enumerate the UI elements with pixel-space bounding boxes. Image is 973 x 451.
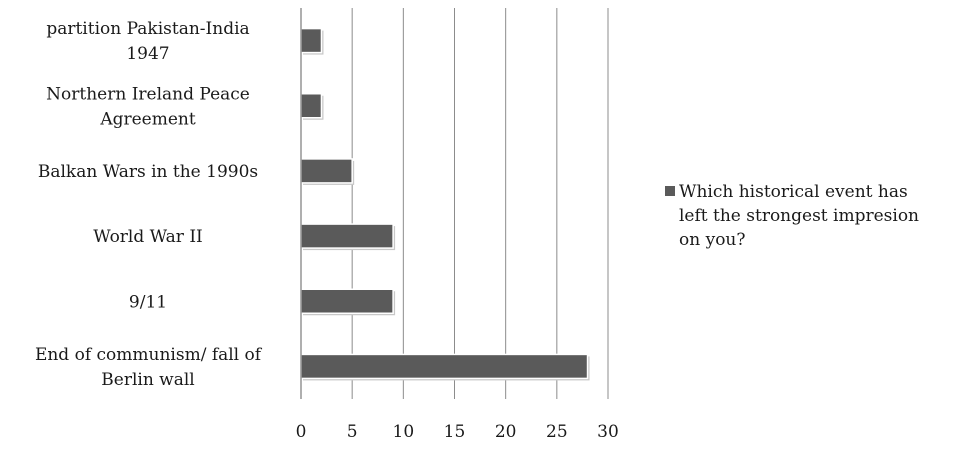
x-tick-label: 20 [495,422,517,442]
x-tick-label: 30 [597,422,619,442]
x-tick-label: 10 [393,422,415,442]
bar [300,288,394,314]
x-tick-label: 15 [444,422,466,442]
bar [300,27,323,54]
bar [300,158,353,184]
x-tick-label: 0 [296,422,307,442]
category-label: 9/11 [129,292,167,312]
legend-swatch [665,186,675,196]
bar [300,223,394,249]
category-label: partition Pakistan-India 1947 [46,19,249,64]
bar [300,353,589,380]
bar [300,93,323,119]
x-tick-label: 5 [347,422,358,442]
x-tick-label: 25 [546,422,568,442]
category-label: End of communism/ fall of Berlin wall [35,345,263,390]
category-label: Balkan Wars in the 1990s [38,162,258,182]
legend-label: Which historical event has left the stron… [679,182,919,250]
category-label: Northern Ireland Peace Agreement [46,84,250,129]
category-label: World War II [93,227,203,247]
